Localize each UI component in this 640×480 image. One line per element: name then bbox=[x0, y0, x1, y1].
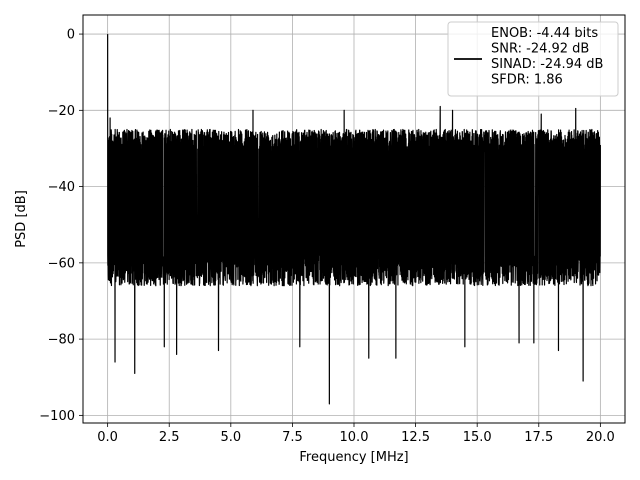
y-tick-label: −80 bbox=[48, 333, 75, 348]
x-tick-label: 10.0 bbox=[340, 430, 369, 445]
x-tick-label: 2.5 bbox=[159, 430, 180, 445]
x-tick-label: 7.5 bbox=[282, 430, 303, 445]
legend-entry: SNR: -24.92 dB bbox=[491, 42, 589, 57]
legend-entry: ENOB: -4.44 bits bbox=[491, 26, 598, 41]
y-axis-ticks: 0 −20 −40 −60 −80 −100 bbox=[39, 28, 83, 424]
psd-series bbox=[107, 34, 601, 405]
x-tick-label: 15.0 bbox=[463, 430, 492, 445]
legend-entry: SINAD: -24.94 dB bbox=[491, 57, 603, 72]
x-tick-label: 12.5 bbox=[401, 430, 430, 445]
x-tick-label: 5.0 bbox=[220, 430, 241, 445]
y-tick-label: 0 bbox=[67, 28, 75, 43]
legend-box bbox=[447, 21, 619, 97]
psd-trace bbox=[107, 34, 601, 405]
y-axis-label: PSD [dB] bbox=[14, 190, 29, 248]
y-tick-label: −100 bbox=[39, 409, 75, 424]
legend-entry: SFDR: 1.86 bbox=[491, 73, 563, 88]
x-tick-label: 20.0 bbox=[586, 430, 615, 445]
x-tick-label: 17.5 bbox=[524, 430, 553, 445]
y-tick-label: −40 bbox=[48, 180, 75, 195]
x-tick-label: 0.0 bbox=[97, 430, 118, 445]
x-axis-ticks: 0.0 2.5 5.0 7.5 10.0 12.5 15.0 17.5 20.0 bbox=[97, 423, 615, 445]
y-tick-label: −60 bbox=[48, 256, 75, 271]
y-tick-label: −20 bbox=[48, 104, 75, 119]
x-axis-label: Frequency [MHz] bbox=[299, 450, 408, 465]
